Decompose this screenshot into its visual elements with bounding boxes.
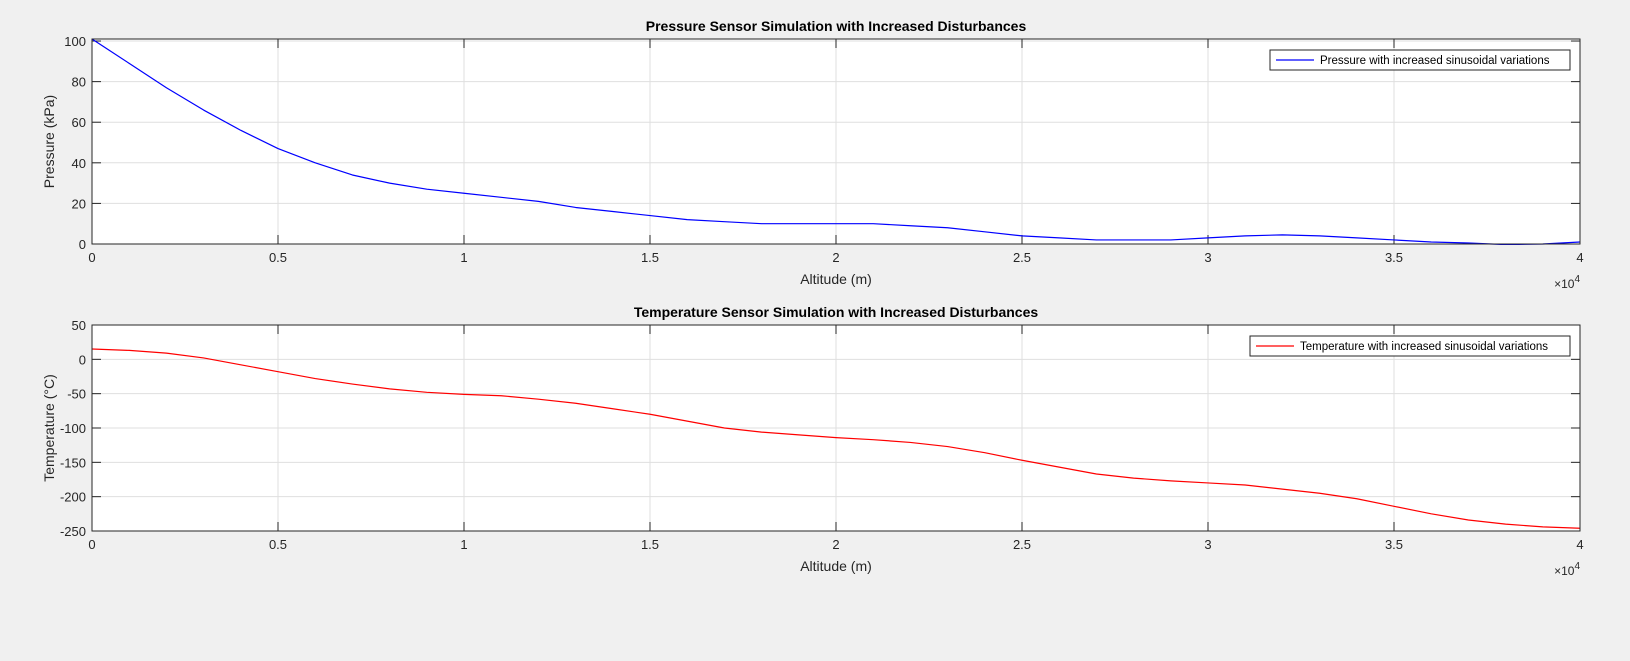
pressure-x-tick-label: 3 <box>1204 250 1211 265</box>
temperature-y-tick-label: 0 <box>79 352 86 367</box>
pressure-series <box>92 38 1580 245</box>
temperature-x-exponent: ×104 <box>1554 561 1580 578</box>
temperature-x-axis-label: Altitude (m) <box>800 558 872 574</box>
pressure-y-tick-label: 0 <box>79 237 86 252</box>
temperature-x-tick-label: 3 <box>1204 537 1211 552</box>
temperature-x-tick-label: 1.5 <box>641 537 659 552</box>
temperature-y-tick-label: -150 <box>60 455 86 470</box>
pressure-x-tick-label: 1.5 <box>641 250 659 265</box>
pressure-axes-box <box>91 38 1581 245</box>
pressure-x-exponent: ×104 <box>1554 274 1580 291</box>
pressure-y-tick-label: 80 <box>72 75 86 90</box>
pressure-x-tick-label: 0 <box>88 250 95 265</box>
pressure-x-exponent-base: ×10 <box>1554 277 1575 291</box>
temperature-legend: Temperature with increased sinusoidal va… <box>1249 335 1571 357</box>
temperature-y-tick-label: 50 <box>72 318 86 333</box>
temperature-x-tick-label: 0.5 <box>269 537 287 552</box>
pressure-y-axis-label: Pressure (kPa) <box>41 95 57 188</box>
pressure-legend-label: Pressure with increased sinusoidal varia… <box>1320 55 1550 67</box>
pressure-x-tick-label: 1 <box>460 250 467 265</box>
temperature-y-tick-label: -100 <box>60 421 86 436</box>
temperature-x-tick-label: 3.5 <box>1385 537 1403 552</box>
temperature-chart-title: Temperature Sensor Simulation with Incre… <box>634 304 1039 320</box>
pressure-x-tick-label: 3.5 <box>1385 250 1403 265</box>
pressure-y-tick-label: 40 <box>72 156 86 171</box>
temperature-x-tick-label: 4 <box>1576 537 1583 552</box>
temperature-x-tick-label: 0 <box>88 537 95 552</box>
temperature-x-tick-label: 1 <box>460 537 467 552</box>
temperature-x-tick-label: 2.5 <box>1013 537 1031 552</box>
pressure-x-exponent-power: 4 <box>1574 274 1580 285</box>
pressure-legend-box <box>1269 49 1571 71</box>
pressure-x-tick-label: 2.5 <box>1013 250 1031 265</box>
temperature-axes: 0 0.5 1 1.5 2 2.5 3 3.5 4-250-200-150-100-50050 … <box>41 304 1584 578</box>
pressure-x-tick-label: 2 <box>832 250 839 265</box>
temperature-x-exponent-power: 4 <box>1574 561 1580 572</box>
temperature-series <box>92 348 1580 529</box>
pressure-x-tick-label: 0.5 <box>269 250 287 265</box>
pressure-series-line <box>92 38 1580 245</box>
temperature-x-tick-label: 2 <box>832 537 839 552</box>
temperature-legend-label: Temperature with increased sinusoidal va… <box>1300 341 1548 353</box>
temperature-y-tick-label: -50 <box>67 387 86 402</box>
pressure-chart-title: Pressure Sensor Simulation with Increase… <box>646 18 1027 34</box>
temperature-y-axis-label: Temperature (°C) <box>41 374 57 482</box>
pressure-x-tick-label: 4 <box>1576 250 1583 265</box>
temperature-y-tick-label: -200 <box>60 490 86 505</box>
temperature-series-line <box>92 348 1580 529</box>
temperature-y-tick-label: -250 <box>60 524 86 539</box>
pressure-y-tick-label: 60 <box>72 115 86 130</box>
pressure-y-tick-label: 20 <box>72 196 86 211</box>
temperature-legend-box <box>1249 335 1571 357</box>
pressure-x-axis-label: Altitude (m) <box>800 271 872 287</box>
temperature-x-exponent-base: ×10 <box>1554 564 1575 578</box>
pressure-y-tick-label: 100 <box>64 34 86 49</box>
temperature-axes-box <box>91 324 1581 532</box>
pressure-legend: Pressure with increased sinusoidal varia… <box>1269 49 1571 71</box>
